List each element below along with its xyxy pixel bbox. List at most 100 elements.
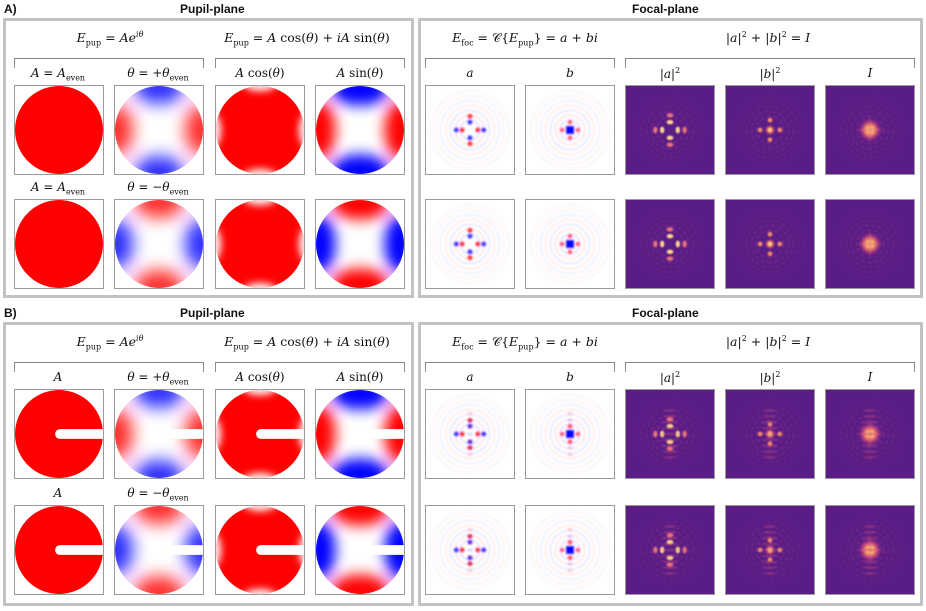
panel-b-focal-i-bottom-image [826,506,914,594]
panel-b-focal-a2-bottom [625,505,715,595]
panel-a-pupil-cos-top-image [216,86,304,174]
panel-a-label-amp-bottom: A = Aeven [30,180,86,197]
panel-a-pupil-phase-bottom [114,199,204,289]
panel-b-bracket-pupil-right [215,362,405,372]
panel-b-focal-b-bottom [525,505,615,595]
panel-a-focal-b2-bottom [725,199,815,289]
panel-b-pupil-title: Pupil-plane [180,306,245,320]
panel-b-pupil-phase-bottom-image [115,506,203,594]
panel-a-bracket-pupil-left [14,58,204,68]
panel-b-label-a2: |a|2 [659,370,681,385]
panel-a-pupil-cos-top [215,85,305,175]
panel-b-label-b2: |b|2 [759,370,781,385]
panel-b-focal-b-top [525,389,615,479]
panel-b-pupil-cos-top [215,389,305,479]
panel-b-pupil-amplitude-top [14,389,104,479]
panel-b-bracket-focal-left [425,362,615,372]
panel-b-letter: B) [4,306,17,320]
panel-a-focal-b-bottom-image [530,204,610,284]
panel-b-focal-eq-left: Efoc = 𝒞{Epup} = a + bi [452,334,598,352]
panel-b-bracket-focal-right [625,362,915,372]
panel-b-pupil-frame [3,322,414,606]
panel-b-pupil-sin-top-image [316,390,404,478]
panel-a-focal-a-bottom-image [430,204,510,284]
panel-a-bracket-focal-left [425,58,615,68]
panel-b-pupil-cos-top-image [216,390,304,478]
panel-a-focal-i-top [825,85,915,175]
panel-b-focal-i-top-image [826,390,914,478]
panel-a-focal-b-top [525,85,615,175]
panel-b-pupil-cos-bottom [215,505,305,595]
panel-b-pupil-eq-right: Epup = A cos(θ) + iA sin(θ) [224,334,390,352]
panel-b-focal-a-bottom-image [430,510,510,590]
panel-a-label-a: a [466,66,474,80]
panel-a-pupil-sin-bottom-image [316,200,404,288]
panel-a-label-amp-top: A = Aeven [30,66,86,83]
panel-b-focal-a2-top-image [626,390,714,478]
panel-b-focal-eq-right: |a|2 + |b|2 = I [725,334,811,350]
panel-b-focal-a-bottom [425,505,515,595]
panel-b-focal-b2-bottom-image [726,506,814,594]
panel-b-label-phase-top: θ = +θeven [127,370,189,387]
panel-a-focal-a-top [425,85,515,175]
panel-a-label-cos: A cos(θ) [235,66,285,80]
panel-b-focal-frame [418,322,923,606]
panel-a-focal-i-bottom-image [826,200,914,288]
panel-b-pupil-sin-bottom-image [316,506,404,594]
panel-a-pupil-amplitude-top [14,85,104,175]
panel-b-focal-i-top [825,389,915,479]
panel-b-focal-title: Focal-plane [632,306,699,320]
panel-a-pupil-phase-top [114,85,204,175]
panel-a-label-b2: |b|2 [759,66,781,81]
panel-a-focal-a2-top-image [626,86,714,174]
panel-b-focal-b-bottom-image [530,510,610,590]
panel-b-focal-b2-top [725,389,815,479]
panel-a-label-phase-top: θ = +θeven [127,66,189,83]
panel-a-focal-frame [418,18,923,298]
panel-a-letter: A) [4,2,17,16]
panel-a-pupil-sin-bottom [315,199,405,289]
panel-b-focal-a-top-image [430,394,510,474]
panel-b-label-cos: A cos(θ) [235,370,285,384]
panel-a-focal-b-top-image [530,90,610,170]
panel-a-focal-b2-top [725,85,815,175]
panel-b-pupil-eq-left: Epup = Aeiθ [76,334,144,352]
panel-b-focal-b2-top-image [726,390,814,478]
panel-a-pupil-phase-top-image [115,86,203,174]
panel-b-focal-b-top-image [530,394,610,474]
panel-a-pupil-phase-bottom-image [115,200,203,288]
panel-a-pupil-sin-top [315,85,405,175]
panel-a-focal-b2-top-image [726,86,814,174]
panel-b-focal-a-top [425,389,515,479]
panel-a-focal-eq-right: |a|2 + |b|2 = I [725,30,811,46]
panel-b-label-phase-bottom: θ = −θeven [127,486,189,503]
panel-b-pupil-phase-top [114,389,204,479]
panel-b-pupil-phase-bottom [114,505,204,595]
panel-a-focal-a2-bottom [625,199,715,289]
panel-a-pupil-amplitude-bottom [14,199,104,289]
panel-b-pupil-amplitude-bottom-image [15,506,103,594]
panel-a-bracket-pupil-right [215,58,405,68]
panel-b-focal-b2-bottom [725,505,815,595]
panel-b-focal-a2-top [625,389,715,479]
panel-a-focal-a-top-image [430,90,510,170]
panel-b-label-amp-bottom: A [53,486,63,500]
panel-a-pupil-title: Pupil-plane [180,2,245,16]
panel-a-focal-a-bottom [425,199,515,289]
panel-a-label-b: b [566,66,574,80]
panel-b-label-sin: A sin(θ) [336,370,384,384]
panel-b-label-a: a [466,370,474,384]
panel-a-focal-i-top-image [826,86,914,174]
panel-b-pupil-cos-bottom-image [216,506,304,594]
panel-b-pupil-sin-bottom [315,505,405,595]
panel-b-focal-a2-bottom-image [626,506,714,594]
panel-a-pupil-cos-bottom-image [216,200,304,288]
panel-a-label-sin: A sin(θ) [336,66,384,80]
panel-a-focal-eq-left: Efoc = 𝒞{Epup} = a + bi [452,30,598,48]
panel-b-pupil-phase-top-image [115,390,203,478]
panel-a-label-i: I [867,66,873,80]
panel-b-label-b: b [566,370,574,384]
panel-a-pupil-eq-right: Epup = A cos(θ) + iA sin(θ) [224,30,390,48]
panel-a-pupil-eq-left: Epup = Aeiθ [76,30,144,48]
panel-b-pupil-amplitude-top-image [15,390,103,478]
